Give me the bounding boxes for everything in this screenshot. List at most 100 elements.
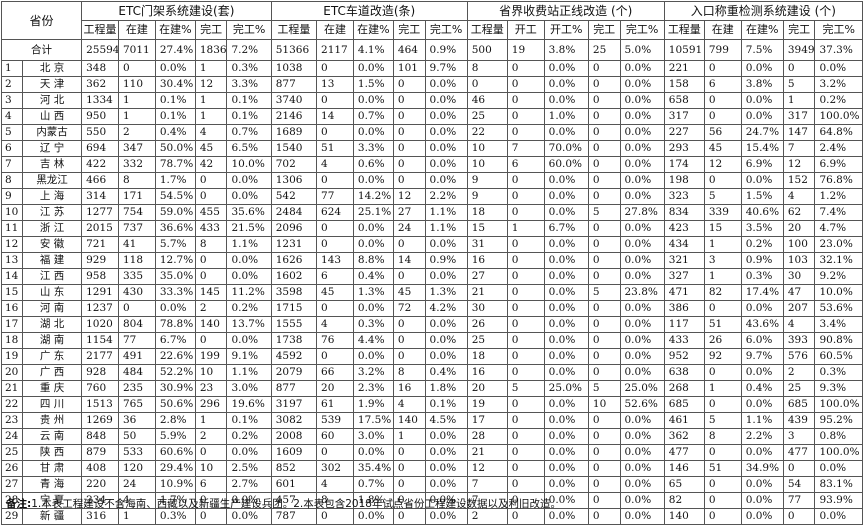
data-cell: 95.2% (814, 412, 863, 429)
data-cell: 45 (194, 140, 228, 157)
data-cell: 25 (782, 380, 816, 397)
data-cell: 0 (587, 252, 621, 269)
data-cell: 0.0% (424, 348, 468, 365)
data-cell: 23.8% (619, 284, 665, 301)
data-cell: 15.4% (740, 140, 784, 157)
row-index: 25 (0, 444, 24, 461)
data-cell: 0 (587, 444, 621, 461)
table-row: 15 山 东 1291 430 33.3% 145 11.2% 3598 45 1.3% 45 1.3… (0, 284, 863, 301)
province-name: 湖 北 (22, 316, 83, 333)
data-cell: 0.0% (352, 172, 394, 189)
data-cell: 0.0% (424, 92, 468, 109)
data-cell: 1 (194, 412, 228, 429)
data-cell: 0.1% (226, 108, 272, 125)
data-cell: 929 (81, 252, 119, 269)
data-cell: 15 (703, 220, 742, 237)
data-cell: 103 (782, 252, 816, 269)
row-index: 21 (0, 380, 24, 397)
data-cell: 471 (663, 284, 705, 301)
data-cell: 27 (392, 204, 426, 221)
total-cell: 0.9% (424, 39, 468, 61)
data-cell: 11.2% (226, 284, 272, 301)
data-cell: 1 (194, 92, 228, 109)
data-cell: 12 (392, 188, 426, 205)
data-cell: 72 (392, 300, 426, 317)
data-cell: 434 (663, 236, 705, 253)
subheader-cell: 开工% (543, 20, 589, 40)
data-cell: 1.1% (226, 364, 272, 381)
data-cell: 3 (782, 428, 816, 445)
province-name: 浙 江 (22, 220, 83, 237)
data-cell: 1269 (81, 412, 119, 429)
data-cell: 0.0% (619, 428, 665, 445)
data-cell: 2.4% (814, 140, 863, 157)
data-cell: 0 (506, 364, 545, 381)
data-cell: 0.0% (424, 316, 468, 333)
data-cell: 5 (587, 284, 621, 301)
data-cell: 339 (703, 204, 742, 221)
data-cell: 0.0% (740, 108, 784, 125)
data-cell: 0 (587, 268, 621, 285)
data-cell: 0 (703, 300, 742, 317)
data-cell: 0.4% (154, 124, 196, 141)
data-cell: 321 (663, 252, 705, 269)
data-cell: 30 (466, 300, 508, 317)
data-cell: 12.7% (154, 252, 196, 269)
data-cell: 0 (506, 460, 545, 477)
data-cell: 484 (117, 364, 156, 381)
data-cell: 0.0% (543, 76, 589, 93)
data-cell: 0.0% (543, 60, 589, 77)
data-cell: 0 (194, 188, 228, 205)
data-cell: 0 (392, 140, 426, 157)
data-cell: 1.8% (424, 380, 468, 397)
data-cell: 0.0% (424, 236, 468, 253)
data-cell: 25.1% (352, 204, 394, 221)
data-cell: 5.9% (154, 428, 196, 445)
data-cell: 0.4% (740, 380, 784, 397)
data-cell: 0 (703, 364, 742, 381)
data-cell: 92 (703, 348, 742, 365)
data-cell: 702 (270, 156, 318, 173)
data-cell: 624 (316, 204, 354, 221)
data-cell: 20 (316, 380, 354, 397)
total-cell: 500 (466, 39, 508, 61)
data-cell: 0.0% (740, 60, 784, 77)
data-cell: 601 (270, 476, 318, 493)
data-cell: 60.6% (154, 444, 196, 461)
data-cell: 0.3% (226, 60, 272, 77)
table-row: 25 陕 西 879 533 60.6% 0 0.0% 1609 0 0.0% 0 0.0% 21 0 0.… (0, 444, 863, 461)
total-cell: 10591 (663, 39, 705, 61)
data-cell: 0.2% (226, 428, 272, 445)
data-cell: 30 (782, 268, 816, 285)
data-cell: 0.0% (352, 92, 394, 109)
data-cell: 10.0% (814, 284, 863, 301)
data-cell: 23.0% (814, 236, 863, 253)
data-cell: 65 (663, 476, 705, 493)
data-cell: 0.0% (543, 188, 589, 205)
data-cell: 14 (316, 108, 354, 125)
data-cell: 6 (506, 156, 545, 173)
data-cell: 0.0% (226, 252, 272, 269)
data-cell: 0.0% (424, 76, 468, 93)
row-index: 14 (0, 268, 24, 285)
data-cell: 0 (587, 364, 621, 381)
province-name: 山 西 (22, 108, 83, 125)
data-cell: 9.7% (424, 60, 468, 77)
data-cell: 0.0% (543, 348, 589, 365)
data-cell: 348 (81, 60, 119, 77)
data-cell: 52.2% (154, 364, 196, 381)
data-cell: 317 (663, 108, 705, 125)
data-cell: 0 (703, 508, 742, 525)
data-cell: 0 (316, 60, 354, 77)
subheader-cell: 在建% (352, 20, 394, 40)
data-cell: 3.3% (226, 76, 272, 93)
data-cell: 0 (782, 508, 816, 525)
data-cell: 9 (466, 172, 508, 189)
data-cell: 1.0% (543, 108, 589, 125)
data-cell: 29.4% (154, 460, 196, 477)
row-index: 9 (0, 188, 24, 205)
data-cell: 0.0% (424, 156, 468, 173)
data-cell: 1 (392, 428, 426, 445)
